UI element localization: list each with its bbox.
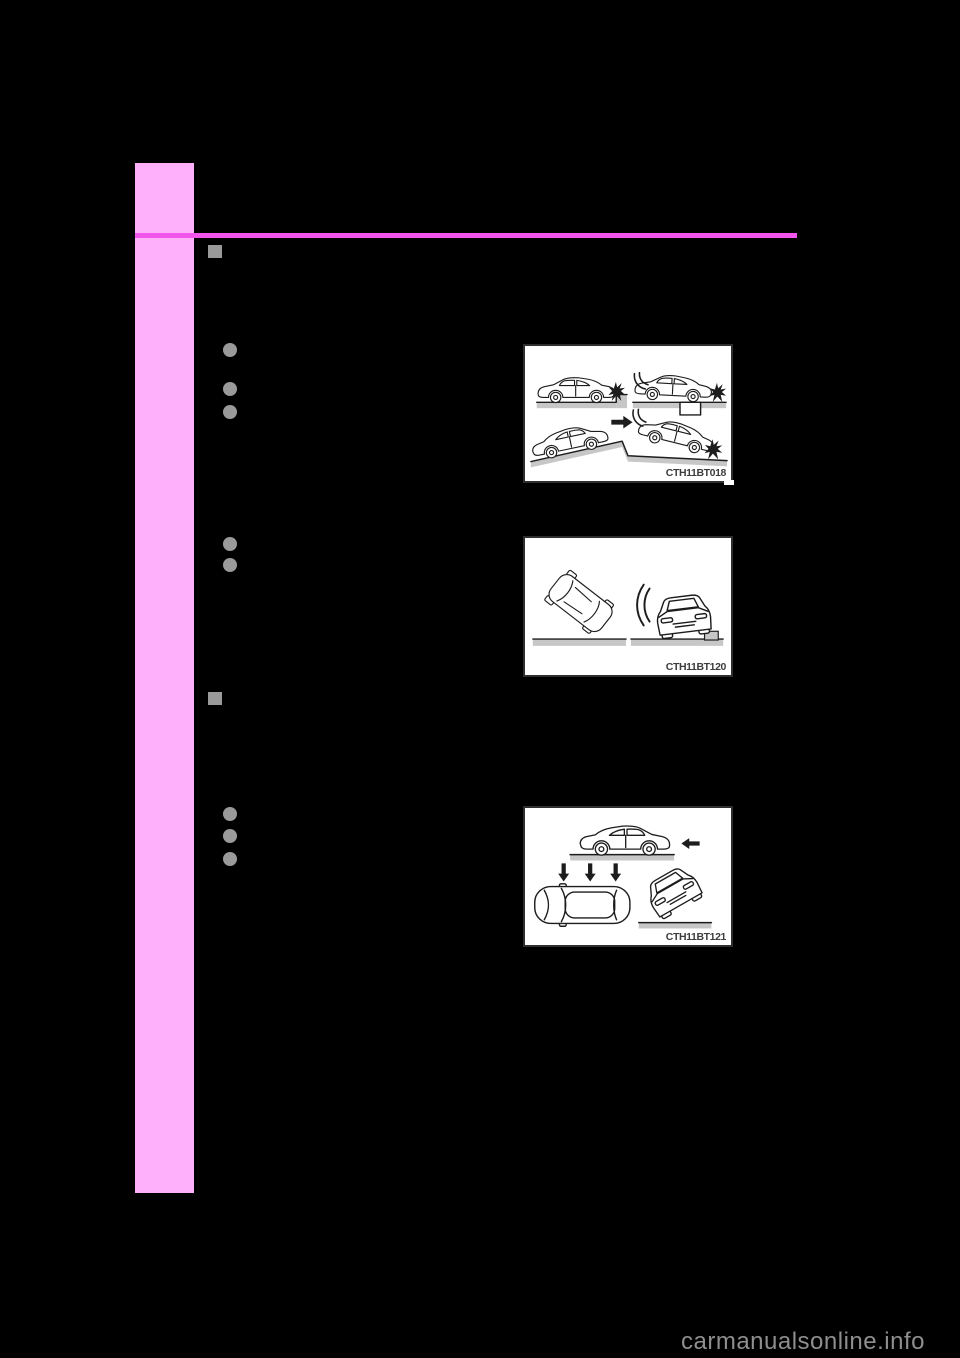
bullet-icon xyxy=(223,807,237,821)
falling-object-scene xyxy=(534,863,631,927)
car-tilted-icon xyxy=(542,567,619,639)
arrow-down-icon xyxy=(610,863,622,882)
car-rolling-scene xyxy=(532,567,627,646)
bullet-icon xyxy=(223,382,237,396)
bullet-icon xyxy=(223,829,237,843)
rear-collision-scene xyxy=(569,825,700,861)
arrow-down-icon xyxy=(584,863,596,882)
car-front-icon xyxy=(654,592,714,640)
arrow-left-icon xyxy=(681,838,700,849)
bullet-icon xyxy=(223,537,237,551)
car-side-icon xyxy=(579,825,671,856)
figure-other-impacts: CTH11BT121 xyxy=(523,806,733,947)
figure-corner-mark xyxy=(724,480,734,485)
arrow-right-icon xyxy=(611,415,633,429)
car-over-hole-scene xyxy=(630,370,727,416)
watermark-text: carmanualsonline.info xyxy=(681,1328,925,1355)
car-side-icon xyxy=(537,377,616,404)
section-square-marker-icon xyxy=(208,245,222,258)
car-side-icon xyxy=(635,413,718,458)
crash-illustration xyxy=(529,370,728,468)
figure-caption: CTH11BT120 xyxy=(665,661,727,673)
car-top-icon xyxy=(534,883,631,927)
bullet-icon xyxy=(223,343,237,357)
bullet-icon xyxy=(223,852,237,866)
figure-caption: CTH11BT018 xyxy=(665,467,727,479)
car-tipped-icon xyxy=(641,862,706,922)
sidebar-accent-bar xyxy=(135,163,194,1193)
arrow-down-icon xyxy=(558,863,570,882)
side-tipover-scene xyxy=(638,862,713,929)
figure-rollover: CTH11BT120 xyxy=(523,536,733,677)
crash-illustration xyxy=(532,567,724,646)
section-square-marker-icon xyxy=(208,692,222,705)
car-side-icon xyxy=(634,373,713,404)
figure-caption: CTH11BT121 xyxy=(665,931,727,943)
car-hits-curb-scene xyxy=(536,377,628,409)
bullet-icon xyxy=(223,405,237,419)
section-divider-line xyxy=(135,233,797,238)
bullet-icon xyxy=(223,558,237,572)
crash-illustration xyxy=(534,825,713,929)
car-slope-landing-scene xyxy=(529,406,728,468)
car-tipping-scene xyxy=(630,583,724,646)
figure-underside-impact: CTH11BT018 xyxy=(523,344,733,483)
